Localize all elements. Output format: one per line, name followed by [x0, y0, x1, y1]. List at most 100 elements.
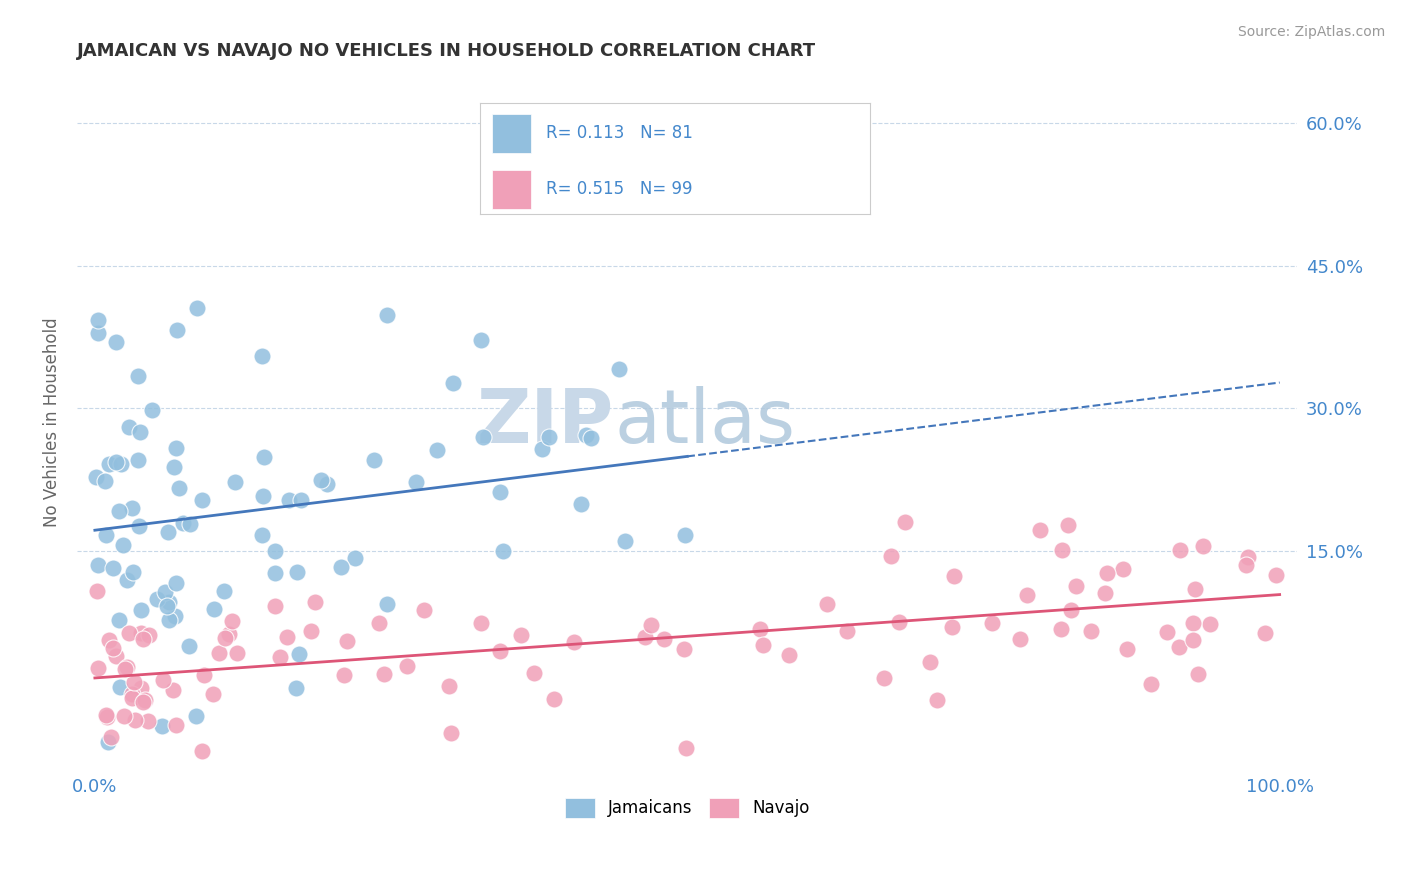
Point — [97, 457, 120, 471]
Point — [264, 544, 287, 558]
Point — [1056, 518, 1078, 533]
Point — [894, 515, 917, 529]
Point — [941, 619, 963, 633]
Point — [214, 632, 236, 646]
Point — [98, 632, 121, 647]
Point — [166, 323, 188, 337]
Point — [1010, 632, 1032, 647]
Point — [287, 647, 309, 661]
Point — [607, 361, 630, 376]
Point — [94, 707, 117, 722]
Legend: Jamaicans, Navajo: Jamaicans, Navajo — [558, 791, 817, 824]
Point — [569, 497, 592, 511]
Point — [980, 616, 1002, 631]
Point — [488, 485, 510, 500]
Text: atlas: atlas — [614, 386, 794, 459]
Point — [748, 622, 770, 636]
Point — [112, 538, 135, 552]
Point — [1265, 567, 1288, 582]
Text: JAMAICAN VS NAVAJO NO VEHICLES IN HOUSEHOLD CORRELATION CHART: JAMAICAN VS NAVAJO NO VEHICLES IN HOUSEH… — [77, 42, 817, 60]
Point — [264, 599, 287, 613]
Point — [1192, 539, 1215, 553]
Point — [673, 641, 696, 656]
Point — [405, 475, 427, 489]
Point — [129, 681, 152, 695]
Point — [218, 627, 240, 641]
Point — [86, 661, 108, 675]
Point — [470, 616, 492, 631]
Point — [110, 457, 132, 471]
Point — [470, 333, 492, 347]
Point — [141, 403, 163, 417]
Point — [107, 503, 129, 517]
Point — [537, 429, 560, 443]
Point — [114, 662, 136, 676]
Point — [112, 709, 135, 723]
Point — [115, 573, 138, 587]
Point — [153, 585, 176, 599]
Point — [440, 726, 463, 740]
Point — [575, 428, 598, 442]
Point — [873, 671, 896, 685]
Point — [269, 649, 291, 664]
Point — [264, 566, 287, 580]
Point — [634, 631, 657, 645]
Point — [127, 369, 149, 384]
Point — [1066, 579, 1088, 593]
Point — [165, 441, 187, 455]
Point — [1199, 616, 1222, 631]
Point — [276, 631, 298, 645]
Point — [1184, 582, 1206, 596]
Point — [226, 646, 249, 660]
Point — [1181, 615, 1204, 630]
Point — [367, 615, 389, 630]
Point — [214, 584, 236, 599]
Point — [172, 516, 194, 530]
Point — [673, 528, 696, 542]
Point — [208, 646, 231, 660]
Point — [165, 717, 187, 731]
Point — [1112, 562, 1135, 576]
Point — [778, 648, 800, 662]
Point — [1140, 677, 1163, 691]
Point — [97, 734, 120, 748]
Point — [177, 639, 200, 653]
Point — [652, 632, 675, 647]
Point — [138, 714, 160, 728]
Point — [1168, 640, 1191, 654]
Point — [105, 455, 128, 469]
Point — [336, 634, 359, 648]
Point — [375, 598, 398, 612]
Point — [333, 667, 356, 681]
Point — [107, 613, 129, 627]
Point — [363, 452, 385, 467]
Point — [124, 713, 146, 727]
Point — [1095, 566, 1118, 581]
Point — [543, 691, 565, 706]
Point — [880, 549, 903, 563]
Point — [105, 648, 128, 663]
Point — [887, 615, 910, 629]
Point — [837, 624, 859, 638]
Point — [412, 602, 434, 616]
Point — [1237, 549, 1260, 564]
Point — [162, 682, 184, 697]
Point — [471, 430, 494, 444]
Point — [1060, 602, 1083, 616]
Point — [304, 595, 326, 609]
Point — [118, 420, 141, 434]
Point — [127, 453, 149, 467]
Point — [1050, 543, 1073, 558]
Point — [94, 474, 117, 488]
Point — [179, 516, 201, 531]
Point — [84, 469, 107, 483]
Point — [96, 710, 118, 724]
Point — [87, 558, 110, 573]
Point — [146, 592, 169, 607]
Point — [101, 641, 124, 656]
Point — [156, 599, 179, 613]
Point — [315, 477, 337, 491]
Point — [128, 519, 150, 533]
Point — [299, 624, 322, 638]
Point — [1094, 586, 1116, 600]
